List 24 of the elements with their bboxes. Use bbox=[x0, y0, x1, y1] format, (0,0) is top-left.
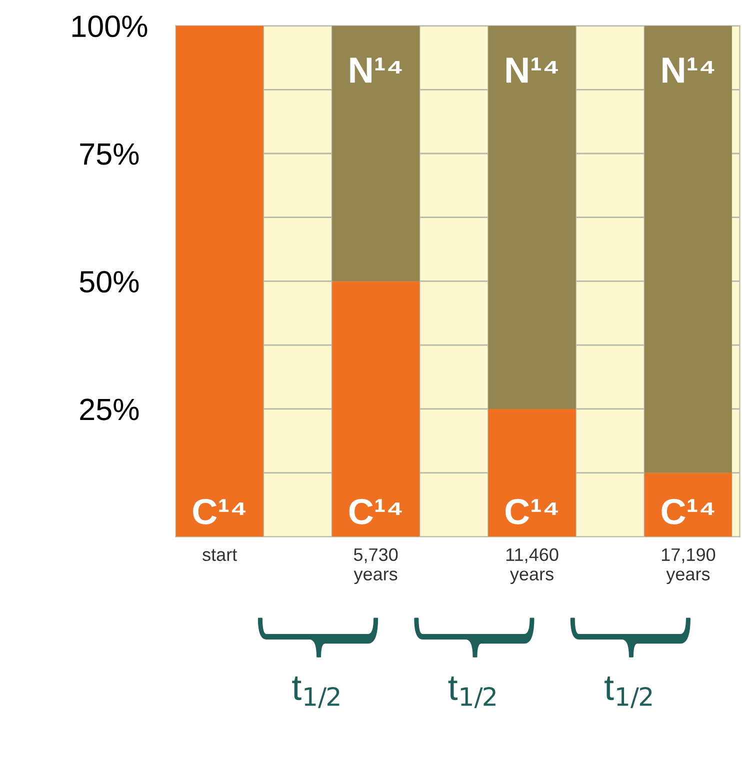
text: C¹⁴ bbox=[506, 498, 558, 524]
text: N¹⁴ bbox=[506, 58, 558, 83]
bar bbox=[644, 26, 732, 473]
y-tick-label: 75% bbox=[80, 143, 139, 165]
text: C¹⁴ bbox=[662, 498, 714, 524]
bar bbox=[488, 26, 576, 409]
y-tick-label: 100% bbox=[72, 16, 148, 38]
bar bbox=[644, 472, 732, 537]
x-tick-label: 17,190 years bbox=[662, 548, 716, 584]
x-tick-label: 5,730 years bbox=[354, 548, 398, 584]
x-tick-label: start bbox=[202, 549, 238, 562]
series-label: C¹⁴ bbox=[193, 498, 246, 524]
y-tick-label: 25% bbox=[80, 398, 139, 420]
bar bbox=[488, 408, 576, 537]
text: t$_{1/2}$ bbox=[604, 676, 652, 708]
text: C¹⁴ bbox=[349, 498, 402, 524]
text: t$_{1/2}$ bbox=[448, 676, 496, 708]
y-tick-label: 50% bbox=[80, 270, 139, 293]
bar bbox=[332, 281, 420, 537]
series-label: N¹⁴ bbox=[350, 58, 402, 83]
text: t$_{1/2}$ bbox=[292, 676, 340, 708]
text: N¹⁴ bbox=[662, 58, 714, 83]
x-tick-label: 11,460 years bbox=[506, 548, 558, 584]
bar bbox=[332, 26, 420, 282]
